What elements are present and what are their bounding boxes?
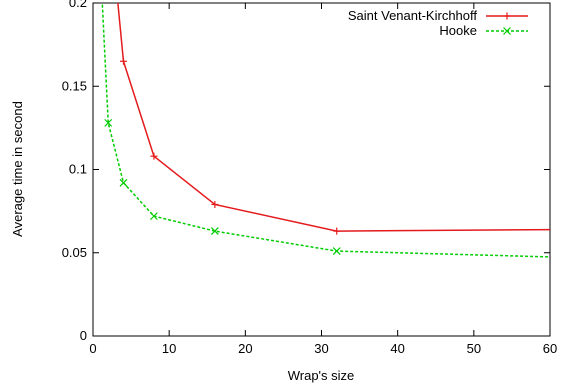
data-point (119, 178, 128, 187)
data-point (104, 118, 113, 127)
y-tick-label: 0.05 (62, 245, 87, 260)
x-tick-label: 10 (162, 341, 176, 356)
y-tick-label: 0.15 (62, 78, 87, 93)
legend-marker (503, 12, 511, 20)
data-point (210, 227, 219, 236)
legend-label: Hooke (439, 23, 477, 38)
legend-marker (503, 27, 511, 35)
x-tick-label: 60 (543, 341, 557, 356)
x-axis-label: Wrap's size (288, 368, 355, 383)
x-tick-label: 40 (390, 341, 404, 356)
data-point (333, 227, 341, 235)
legend-label: Saint Venant-Kirchhoff (348, 8, 478, 23)
x-tick-label: 50 (467, 341, 481, 356)
data-point (332, 247, 341, 256)
plot-frame (92, 2, 551, 337)
series-line-hooke (101, 3, 550, 258)
y-tick-label: 0 (80, 328, 87, 343)
x-tick-label: 0 (89, 341, 96, 356)
data-point (150, 212, 158, 221)
x-tick-label: 30 (314, 341, 328, 356)
x-tick-label: 20 (238, 341, 252, 356)
data-point (150, 152, 158, 160)
y-tick-label: 0.1 (69, 162, 87, 177)
y-tick-label: 0.2 (69, 0, 87, 10)
data-point (211, 200, 219, 208)
series-line-saint-venant-kirchhoff (117, 3, 550, 232)
data-point (119, 57, 127, 65)
y-axis-label: Average time in second (10, 101, 25, 237)
